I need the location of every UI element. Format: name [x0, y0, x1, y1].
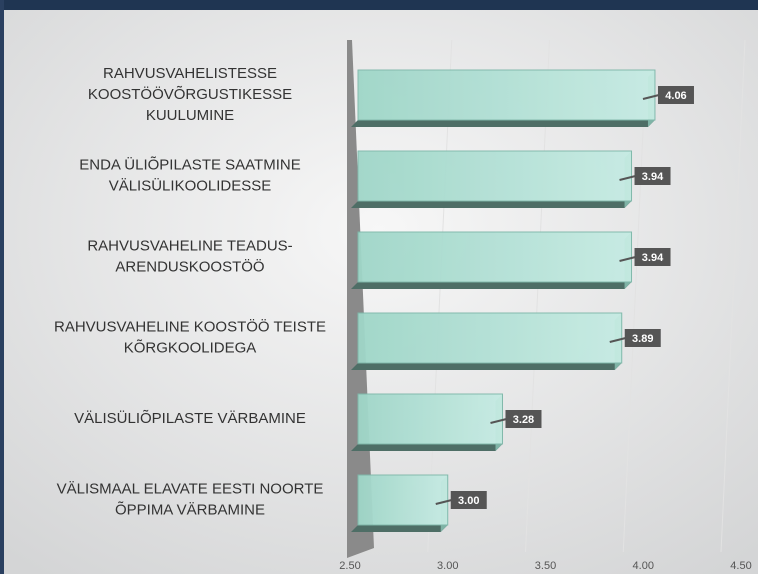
value-label-box — [634, 248, 671, 266]
label-pointer — [619, 175, 636, 181]
bar-bottom — [351, 525, 448, 532]
bar — [357, 312, 623, 364]
x-tick-label: 4.50 — [730, 560, 751, 572]
x-tick-label: 3.50 — [535, 560, 556, 572]
bar-bottom — [351, 444, 503, 451]
bar-bottom — [351, 201, 632, 208]
bar — [357, 231, 633, 283]
x-tick-label: 2.50 — [339, 560, 360, 572]
bar — [357, 393, 503, 445]
value-label-box — [505, 410, 542, 428]
value-label: 3.00 — [458, 495, 479, 507]
category-label: VÄLISMAAL ELAVATE EESTI NOORTE ÕPPIMA VÄR… — [57, 480, 324, 518]
value-label: 4.06 — [665, 90, 686, 102]
value-label: 3.94 — [642, 252, 664, 264]
value-label: 3.89 — [632, 333, 653, 345]
bar-bottom — [351, 282, 632, 289]
value-label-box — [657, 86, 694, 104]
bar-bottom — [351, 363, 622, 370]
label-pointer — [609, 337, 626, 343]
bar-bottom — [351, 120, 655, 127]
bar — [357, 69, 656, 121]
x-tick-label: 4.00 — [633, 560, 654, 572]
category-label: RAHVUSVAHELISTESSE KOOSTÖÖVÕRGUSTIKESSE KU… — [88, 65, 292, 124]
label-pointer — [490, 418, 507, 424]
top-band — [0, 0, 758, 10]
label-pointer — [642, 94, 660, 100]
category-label: RAHVUSVAHELINE KOOSTÖÖ TEISTE KÕRGKOOLIDE… — [54, 317, 326, 356]
label-pointer — [435, 499, 452, 505]
category-label: RAHVUSVAHELINE TEADUS-ARENDUSKOOSTÖÖ — [87, 237, 292, 275]
category-label: ENDA ÜLIÕPILASTE SAATMINE VÄLISÜLIKOOLIDE… — [79, 155, 300, 194]
value-label-box — [624, 329, 661, 347]
value-label-box — [450, 491, 487, 509]
value-label-box — [634, 167, 671, 185]
category-label: VÄLISÜLIÕPILASTE VÄRBAMINE — [74, 409, 306, 427]
x-tick-label: 3.00 — [437, 560, 458, 572]
bar — [357, 150, 633, 202]
value-label: 3.28 — [513, 414, 534, 426]
label-pointer — [619, 256, 636, 262]
left-edge — [0, 0, 4, 574]
value-label: 3.94 — [642, 171, 664, 183]
bar — [357, 474, 449, 526]
grid-line — [720, 39, 746, 553]
